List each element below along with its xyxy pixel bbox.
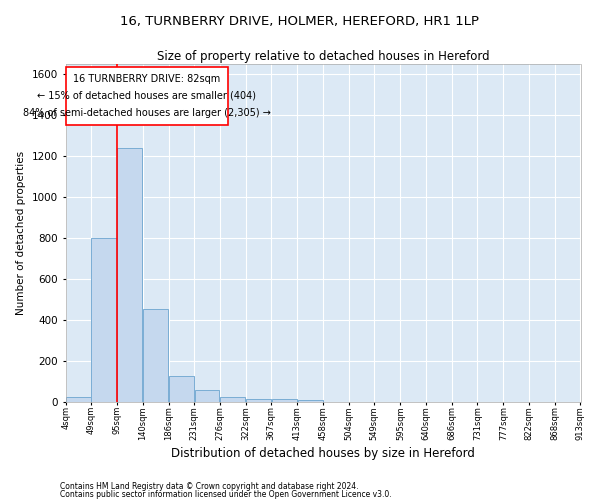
Bar [272, 399, 297, 402]
Text: 16, TURNBERRY DRIVE, HOLMER, HEREFORD, HR1 1LP: 16, TURNBERRY DRIVE, HOLMER, HEREFORD, H… [121, 15, 479, 28]
Y-axis label: Number of detached properties: Number of detached properties [16, 151, 26, 315]
Bar [169, 376, 194, 402]
Bar [246, 399, 271, 402]
Text: 84% of semi-detached houses are larger (2,305) →: 84% of semi-detached houses are larger (… [23, 108, 271, 118]
Text: Contains public sector information licensed under the Open Government Licence v3: Contains public sector information licen… [60, 490, 392, 499]
Bar [66, 67, 227, 124]
Text: 16 TURNBERRY DRIVE: 82sqm: 16 TURNBERRY DRIVE: 82sqm [73, 74, 220, 84]
Bar [220, 397, 245, 402]
X-axis label: Distribution of detached houses by size in Hereford: Distribution of detached houses by size … [171, 447, 475, 460]
Text: Contains HM Land Registry data © Crown copyright and database right 2024.: Contains HM Land Registry data © Crown c… [60, 482, 359, 491]
Text: ← 15% of detached houses are smaller (404): ← 15% of detached houses are smaller (40… [37, 91, 256, 101]
Bar [194, 390, 220, 402]
Bar [91, 238, 117, 402]
Bar [143, 309, 169, 402]
Bar [118, 148, 142, 402]
Title: Size of property relative to detached houses in Hereford: Size of property relative to detached ho… [157, 50, 490, 63]
Bar [66, 397, 91, 402]
Bar [298, 400, 323, 402]
